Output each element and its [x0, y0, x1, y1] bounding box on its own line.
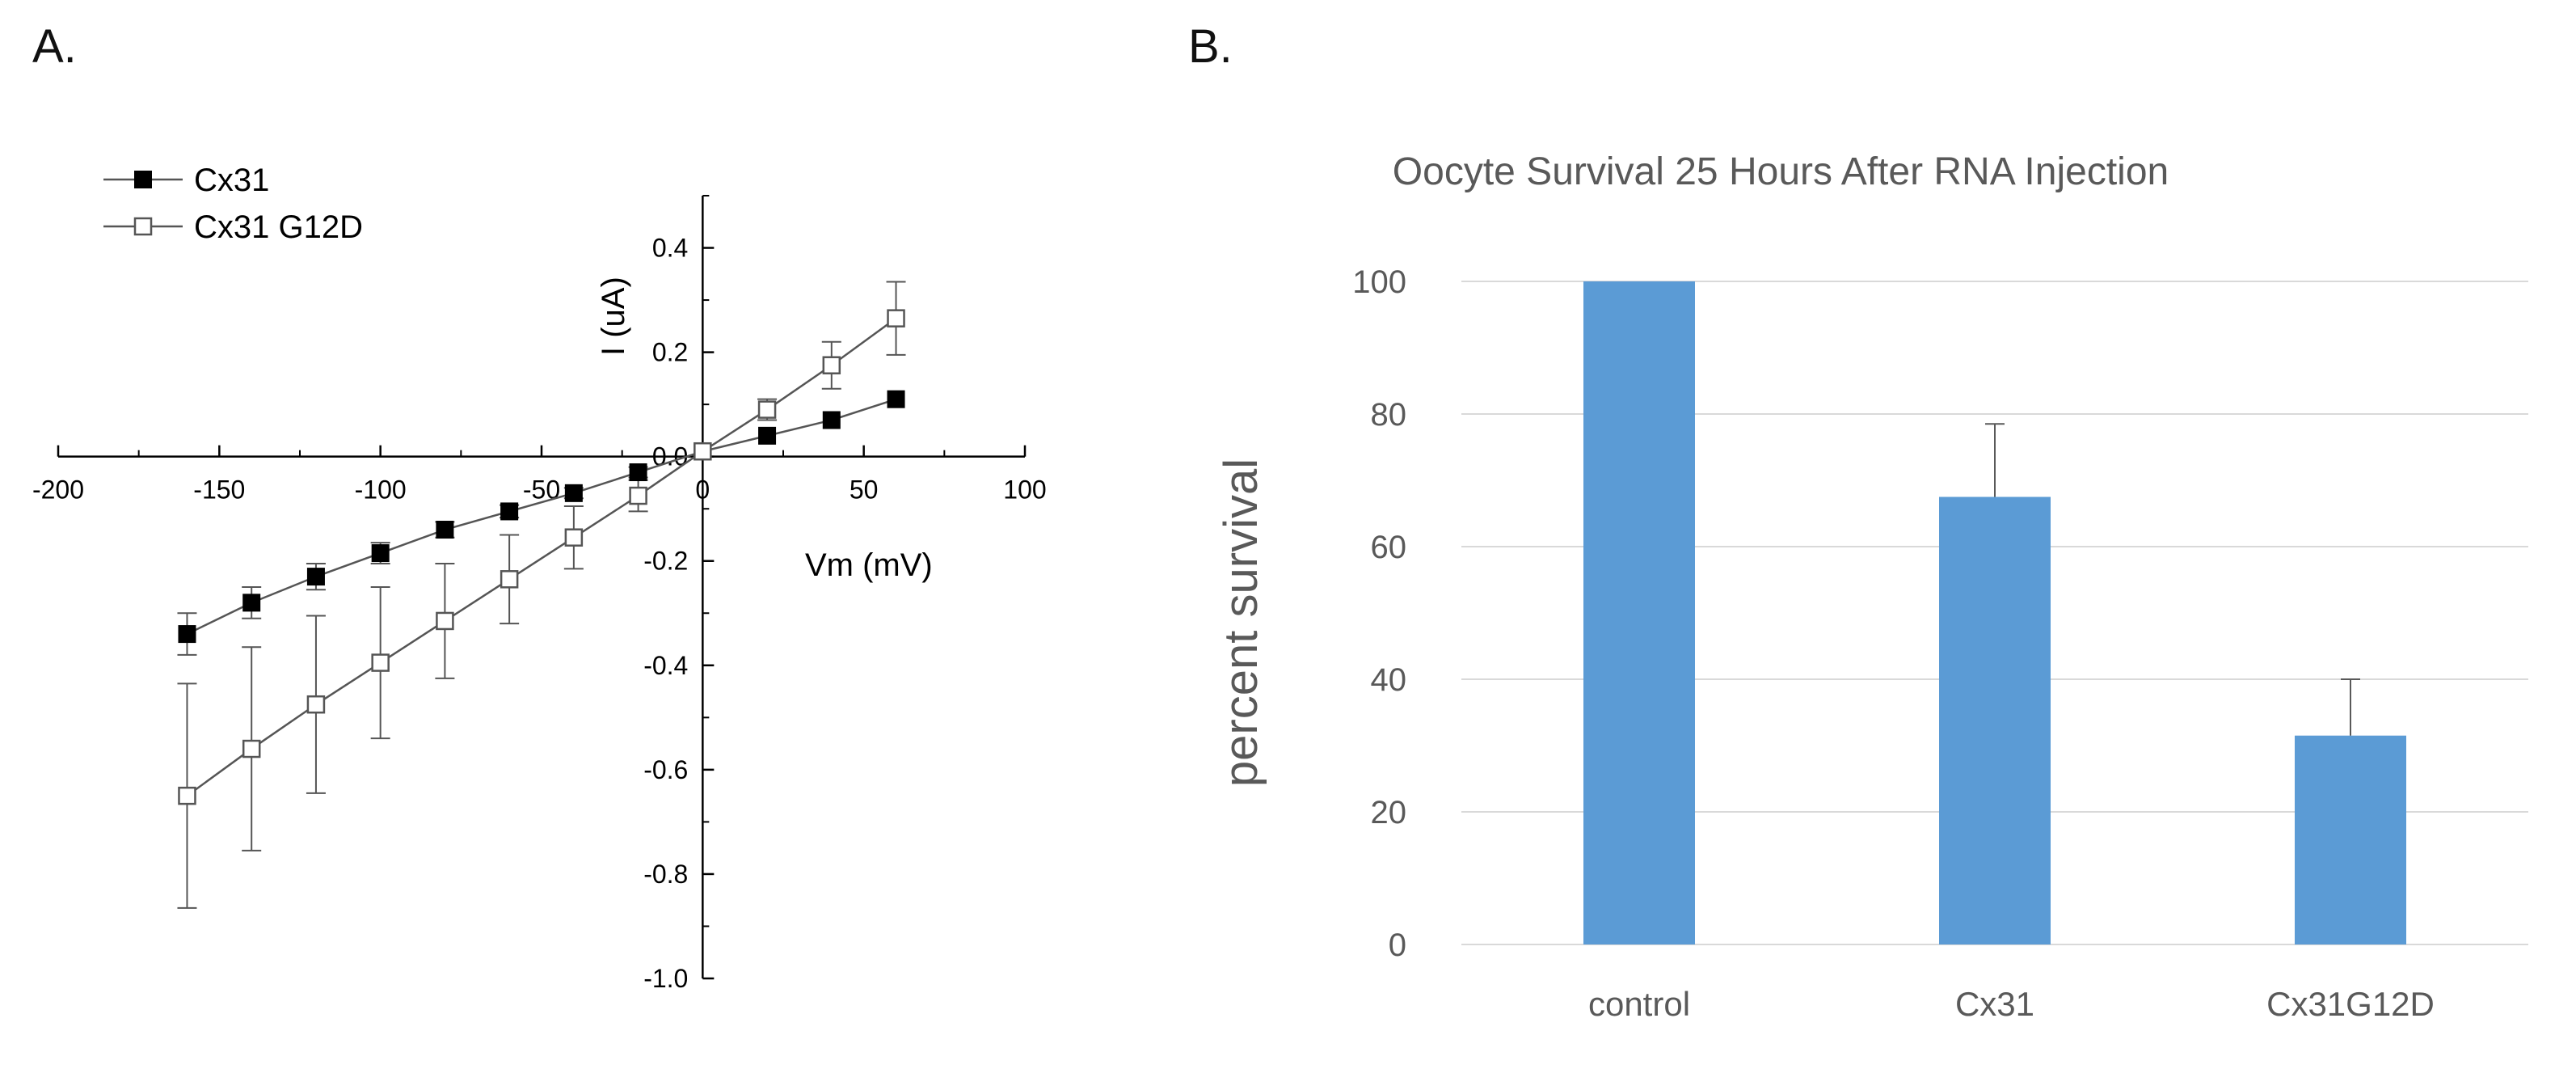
iv-point-cx31 [758, 426, 777, 445]
iv-series [177, 281, 906, 909]
iv-point-cx31-g12d [629, 486, 647, 505]
iv-y-tick-label: -0.4 [643, 651, 688, 680]
iv-x-tick-label: 0 [695, 475, 710, 505]
legend-label-g12d: Cx31 G12D [194, 209, 363, 245]
iv-y-tick-label: 0.4 [652, 234, 688, 263]
survival-category-label: Cx31G12D [2266, 985, 2435, 1023]
iv-series-line-1 [186, 317, 897, 797]
iv-x-tick-label: 50 [850, 475, 879, 505]
iv-point-cx31-g12d [306, 695, 326, 714]
iv-point-cx31-g12d [242, 739, 261, 758]
legend-label-cx31: Cx31 [194, 163, 269, 198]
survival-x-ticks: control Cx31 Cx31G12D [1588, 985, 2435, 1023]
panel-a-label: A. [32, 20, 77, 73]
iv-y-tick-label: -0.6 [643, 755, 688, 784]
iv-point-cx31 [306, 568, 325, 586]
iv-point-cx31-g12d [371, 653, 390, 672]
iv-point-cx31 [242, 594, 261, 612]
iv-point-cx31-g12d [564, 528, 584, 547]
survival-y-tick-label: 0 [1389, 927, 1406, 963]
iv-x-tick-label: 100 [1003, 475, 1046, 505]
iv-y-tick-label: -1.0 [643, 964, 688, 993]
iv-x-tick-label: -200 [32, 475, 84, 505]
iv-x-ticks: -200 -150 -100 -50 0 50 100 [32, 445, 1047, 505]
iv-series-line-0 [186, 398, 896, 636]
iv-point-cx31 [822, 411, 841, 429]
iv-y-axis-label: I (uA) [596, 277, 631, 356]
iv-x-tick-label: -100 [355, 475, 407, 505]
survival-bar-cx31g12d [2295, 735, 2406, 944]
iv-y-tick-label: -0.2 [643, 547, 688, 576]
iv-point-cx31-g12d [822, 356, 841, 374]
iv-point-cx31 [436, 521, 454, 539]
iv-point-cx31 [564, 484, 583, 502]
survival-category-label: control [1588, 985, 1690, 1023]
legend-marker-g12d [133, 217, 153, 236]
iv-point-cx31 [629, 463, 647, 482]
survival-bar-cx31 [1939, 496, 2051, 944]
iv-point-cx31 [371, 544, 390, 563]
iv-point-cx31 [500, 502, 519, 521]
iv-point-cx31 [178, 625, 196, 644]
survival-bar-control [1583, 281, 1695, 944]
iv-y-tick-label: -0.8 [643, 860, 688, 889]
iv-x-axis-label: Vm (mV) [805, 547, 933, 583]
survival-chart-title: Oocyte Survival 25 Hours After RNA Injec… [1393, 150, 2169, 193]
survival-y-tick-label: 100 [1352, 264, 1406, 300]
iv-y-tick-label: 0.2 [652, 338, 688, 367]
iv-point-cx31-g12d [436, 611, 454, 631]
iv-legend: Cx31 Cx31 G12D [103, 163, 363, 245]
survival-y-tick-label: 20 [1371, 795, 1407, 830]
survival-bars [1583, 281, 2406, 944]
survival-y-axis-label: percent survival [1215, 458, 1267, 787]
iv-point-cx31-g12d [694, 442, 712, 461]
survival-category-label: Cx31 [1955, 985, 2034, 1023]
iv-point-cx31-g12d [178, 786, 196, 805]
survival-y-tick-label: 80 [1371, 397, 1407, 433]
iv-y-ticks: -1.0-0.8-0.6-0.4-0.20.00.20.4 [643, 195, 715, 993]
survival-y-ticks: 0 20 40 60 80 100 [1352, 264, 1406, 963]
survival-y-tick-label: 40 [1371, 662, 1407, 698]
legend-marker-cx31 [134, 171, 152, 188]
iv-x-tick-label: -150 [193, 475, 245, 505]
survival-y-tick-label: 60 [1371, 530, 1407, 565]
iv-point-cx31 [887, 390, 905, 408]
iv-point-cx31-g12d [500, 570, 519, 589]
iv-point-cx31-g12d [757, 400, 777, 419]
panel-b-label: B. [1188, 20, 1233, 73]
iv-point-cx31-g12d [887, 309, 905, 327]
